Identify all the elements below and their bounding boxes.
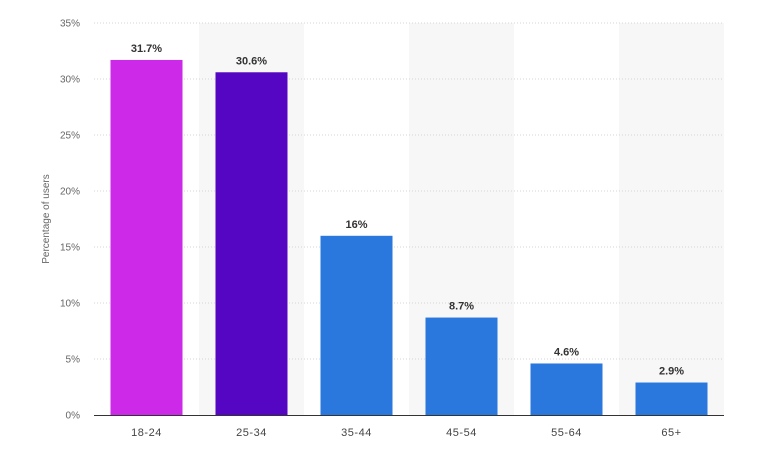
x-tick-label: 35-44 <box>341 427 372 439</box>
x-tick-label: 65+ <box>661 427 681 439</box>
gridlines <box>94 22 724 360</box>
data-label: 2.9% <box>659 366 684 378</box>
data-label: 16% <box>345 219 367 231</box>
data-label: 4.6% <box>554 346 579 358</box>
y-axis-title: Percentage of users <box>41 174 52 264</box>
y-tick-label: 0% <box>66 411 81 422</box>
bar-65+ <box>635 382 708 415</box>
y-tick-label: 20% <box>60 187 80 198</box>
y-tick-label: 30% <box>60 75 80 86</box>
bar-35-44 <box>320 235 393 415</box>
y-tick-label: 35% <box>60 19 80 30</box>
x-axis-categories: 18-24 25-34 35-44 45-54 55-64 65+ <box>131 427 681 439</box>
y-tick-label: 15% <box>60 243 80 254</box>
y-tick-label: 5% <box>66 355 81 366</box>
data-label: 31.7% <box>131 43 162 55</box>
y-axis-ticks: 0% 5% 10% 15% 20% 25% 30% 35% <box>60 19 80 422</box>
bar-45-54 <box>425 317 498 415</box>
data-label: 8.7% <box>449 301 474 313</box>
bar-55-64 <box>530 363 603 415</box>
data-labels: 31.7% 30.6% 16% 8.7% 4.6% 2.9% <box>131 43 684 378</box>
x-tick-label: 55-64 <box>551 427 582 439</box>
bars <box>110 59 708 416</box>
x-tick-label: 18-24 <box>131 427 162 439</box>
x-tick-label: 25-34 <box>236 427 267 439</box>
bar-18-24 <box>110 59 183 416</box>
data-label: 30.6% <box>236 55 267 67</box>
background-band <box>619 23 724 415</box>
bar-25-34 <box>215 72 288 415</box>
y-tick-label: 25% <box>60 131 80 142</box>
y-tick-label: 10% <box>60 299 80 310</box>
x-tick-label: 45-54 <box>446 427 477 439</box>
